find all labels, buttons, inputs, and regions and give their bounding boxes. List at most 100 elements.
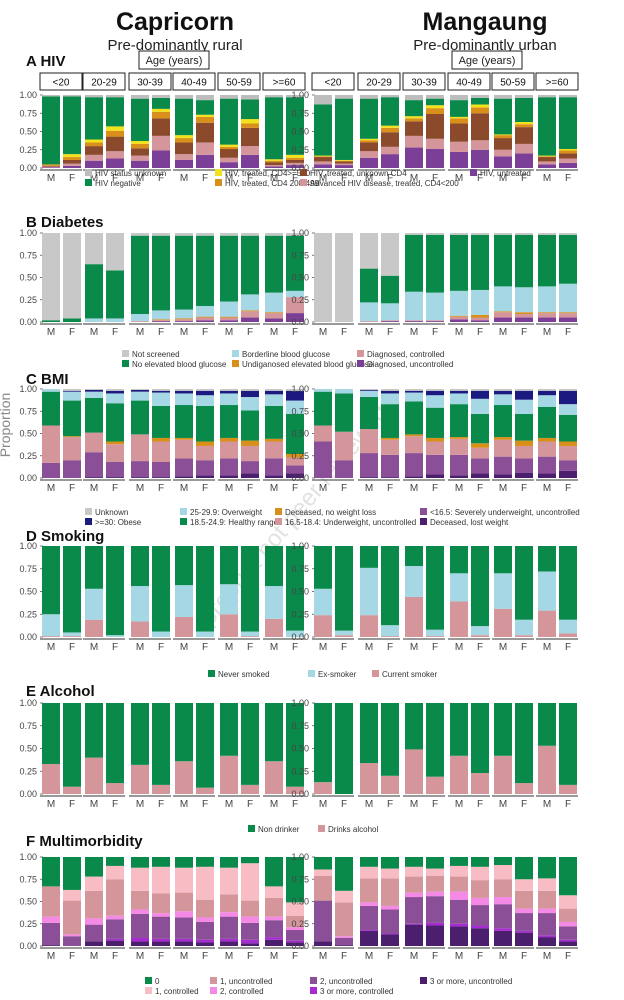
age-strip <box>535 72 579 91</box>
x-tick-label-sex: F <box>292 799 298 810</box>
bar-segment-16-5-18-4-underweight-uncontrolled <box>85 432 103 453</box>
bar-segment-deceased-no-weight-loss <box>405 434 423 437</box>
bar-segment-hiv-treated-unknown-cd4 <box>286 159 304 163</box>
bar-segment-1-controlled <box>538 878 556 891</box>
bar-segment-borderline-blood-glucose <box>559 283 577 313</box>
legend-label: <16.5: Severely underweight, uncontrolle… <box>430 508 580 517</box>
bar-segment-hiv-treated-cd4-200-499 <box>559 150 577 154</box>
bar-segment-3-or-more-uncontrolled <box>515 932 533 946</box>
bar-segment-non-drinker <box>85 703 103 758</box>
bar-segment-deceased-no-weight-loss <box>152 437 170 442</box>
y-tick-label: 0.75 <box>19 721 37 731</box>
bar-segment-borderline-blood-glucose <box>152 310 170 320</box>
bar-segment-borderline-blood-glucose <box>538 286 556 313</box>
bar-segment-hiv-treated-cd4-200-499 <box>85 142 103 147</box>
bar-segment-unknown <box>131 389 149 390</box>
bar-segment-advanced-hiv-disease-treated-cd4-200 <box>515 143 533 154</box>
legend-label: HIV status unknown <box>95 169 166 178</box>
bar-segment--16-5-severely-underweight-uncontrolled <box>381 454 399 478</box>
x-tick-label-sex: M <box>225 951 233 962</box>
bar-segment-not-screened <box>515 233 533 235</box>
bar-segment-2-controlled <box>220 912 238 917</box>
bar-segment--16-5-severely-underweight-uncontrolled <box>559 460 577 471</box>
bar-segment-deceased-lost-weight <box>265 475 283 478</box>
x-tick-label-sex: M <box>455 173 463 184</box>
bar-segment-unknown <box>559 389 577 391</box>
bar-segment-diagnosed-controlled <box>494 312 512 318</box>
bar-segment-unknown <box>515 389 533 391</box>
age-group-<20: <20 M F <box>39 72 83 184</box>
bar-segment-hiv-treated-cd4-500 <box>175 135 193 139</box>
bar-segment-hiv-status-unknown <box>265 95 283 98</box>
bar-segment-18-5-24-9-healthy-range <box>265 405 283 439</box>
bar-segment-hiv-status-unknown <box>538 95 556 98</box>
bar-segment-2-controlled <box>471 897 489 906</box>
x-tick-label-sex: F <box>521 483 527 494</box>
y-tick-label: 1.00 <box>19 90 37 100</box>
age-strip-label: <20 <box>325 78 342 89</box>
x-tick-label-sex: M <box>455 327 463 338</box>
legend-swatch <box>300 179 307 186</box>
bar-segment-not-screened <box>494 233 512 235</box>
bar-segment-diagnosed-controlled <box>450 316 468 320</box>
y-tick-label: 0.50 <box>291 897 309 907</box>
bar-segment--16-5-severely-underweight-uncontrolled <box>286 465 304 474</box>
y-tick-label: 0.25 <box>291 451 309 461</box>
y-tick-label: 0.00 <box>19 941 37 951</box>
bar-segment-diagnosed-controlled <box>405 320 423 322</box>
bar-segment-hiv-treated-cd4-200-499 <box>63 157 81 160</box>
bar-segment-0 <box>131 857 149 868</box>
bar-segment--30-obese <box>471 390 489 399</box>
x-tick-label-sex: M <box>365 327 373 338</box>
x-tick-label-sex: F <box>477 799 483 810</box>
bar-segment-25-29-9-overweight <box>175 393 193 406</box>
bar-segment-1-controlled <box>175 867 193 893</box>
age-strip-label: 30-39 <box>137 78 163 89</box>
bar-segment-2-controlled <box>196 917 214 922</box>
bar-segment--16-5-severely-underweight-uncontrolled <box>494 456 512 475</box>
x-tick-label-sex: F <box>247 951 253 962</box>
bar-segment-hiv-status-unknown <box>314 95 332 105</box>
legend-label: Diagnosed, controlled <box>367 350 444 359</box>
y-tick-label: 0.75 <box>291 250 309 260</box>
x-tick-label-sex: M <box>47 951 55 962</box>
bar-segment-deceased-lost-weight <box>426 474 444 478</box>
bar-segment-current-smoker <box>494 608 512 637</box>
x-tick-label-sex: M <box>180 799 188 810</box>
x-tick-label-sex: F <box>202 951 208 962</box>
bar-segment--30-obese <box>241 390 259 398</box>
bar-segment-advanced-hiv-disease-treated-cd4-200 <box>152 135 170 151</box>
bar-segment-hiv-untreated <box>538 164 556 168</box>
x-tick-label-sex: F <box>341 799 347 810</box>
bar-segment-0 <box>152 857 170 867</box>
bar-segment-hiv-treated-cd4-500 <box>85 139 103 143</box>
legend-swatch <box>310 977 317 984</box>
bar-segment-hiv-negative <box>196 100 214 115</box>
bar-segment-hiv-untreated <box>381 154 399 168</box>
bar-segment-undiganosed-elevated-blood-glucose <box>241 310 259 312</box>
bar-segment-hiv-treated-cd4-500 <box>241 119 259 124</box>
bar-segment-hiv-untreated <box>471 149 489 168</box>
x-tick-label-sex: M <box>47 642 55 653</box>
age-strip-label: 20-29 <box>366 78 392 89</box>
bar-segment-advanced-hiv-disease-treated-cd4-200 <box>265 165 283 167</box>
legend-label: Ex-smoker <box>318 670 357 679</box>
bar-segment-25-29-9-overweight <box>471 398 489 414</box>
bar-segment-no-elevated-blood-glucose <box>265 235 283 293</box>
bar-segment-advanced-hiv-disease-treated-cd4-200 <box>494 149 512 157</box>
x-tick-label-sex: F <box>247 173 253 184</box>
bar-segment-unknown <box>494 389 512 391</box>
bar-segment-1-uncontrolled <box>286 915 304 928</box>
age-strip-label: 30-39 <box>411 78 437 89</box>
bar-segment-drinks-alcohol <box>360 763 378 794</box>
site-mangaung-c-bmi: 0.000.250.500.751.00M F M F M F M F M F M F <box>291 384 578 494</box>
bar-segment-diagnosed-controlled <box>538 313 556 318</box>
bar-segment-undiganosed-elevated-blood-glucose <box>265 312 283 314</box>
bar-segment-drinks-alcohol <box>381 775 399 794</box>
